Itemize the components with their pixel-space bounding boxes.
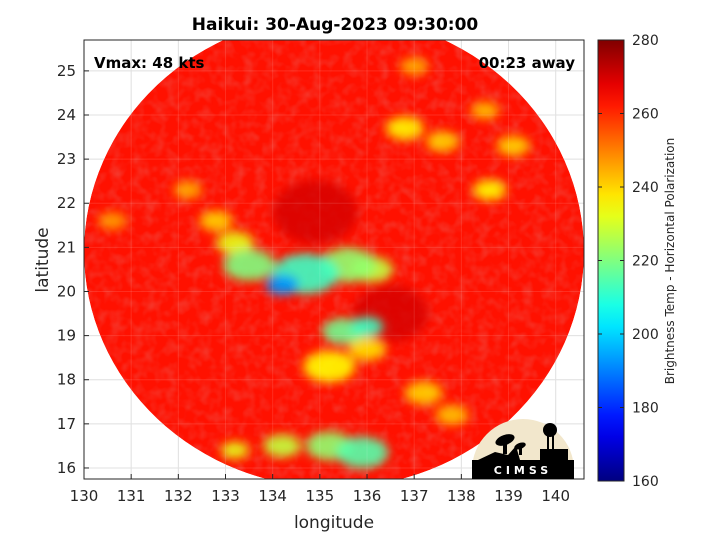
convection-blob <box>350 316 384 337</box>
convection-blob <box>98 212 127 230</box>
convection-blob <box>473 179 507 201</box>
convection-blob <box>173 181 202 199</box>
convection-blob <box>425 131 459 152</box>
x-tick-label: 134 <box>258 487 287 505</box>
cimss-logo: CIMSS <box>472 419 574 479</box>
x-tick-label: 137 <box>400 487 429 505</box>
x-tick-label: 133 <box>211 487 240 505</box>
convection-blob <box>199 210 233 231</box>
x-tick-label: 140 <box>541 487 570 505</box>
convection-layer <box>98 57 530 469</box>
colorbar-tick-label: 280 <box>632 33 659 49</box>
x-tick-label: 138 <box>447 487 476 505</box>
x-tick-label: 135 <box>306 487 335 505</box>
time-away-label: 00:23 away <box>479 54 576 72</box>
x-axis-label: longitude <box>294 513 374 533</box>
logo-text: CIMSS <box>494 464 552 477</box>
colorbar-tick-label: 160 <box>632 474 659 490</box>
colorbar-label: Brightness Temp - Horizontal Polarizatio… <box>663 138 677 385</box>
colorbar-scale <box>597 39 625 482</box>
convection-blob <box>348 337 386 361</box>
convection-blob <box>263 434 301 458</box>
y-tick-label: 20 <box>57 282 76 300</box>
x-tick-label: 130 <box>70 487 99 505</box>
water-tower-icon <box>543 423 557 437</box>
y-tick-label: 25 <box>57 62 76 80</box>
convection-blob <box>336 436 389 469</box>
convection-blob <box>404 381 443 405</box>
swath-image <box>84 40 584 479</box>
y-tick-label: 22 <box>57 194 76 212</box>
convection-blob <box>470 101 500 120</box>
chart-title: Haikui: 30-Aug-2023 09:30:00 <box>192 15 479 35</box>
y-tick-label: 23 <box>57 150 76 168</box>
convection-blob <box>496 135 530 156</box>
colorbar-tick-label: 260 <box>632 107 659 123</box>
colorbar-tick-label: 220 <box>632 254 659 270</box>
convection-blob <box>223 249 276 281</box>
convection-blob <box>265 274 299 295</box>
colorbar-tick-label: 240 <box>632 180 659 196</box>
cold-core-blob <box>272 180 358 244</box>
vmax-label: Vmax: 48 kts <box>94 54 204 72</box>
y-ticks: 16 17 18 19 20 21 22 23 24 25 <box>57 62 89 477</box>
y-tick-label: 21 <box>57 238 76 256</box>
x-ticks: 130 131 132 133 134 135 136 137 138 139 140 <box>70 474 570 505</box>
y-tick-label: 16 <box>57 459 76 477</box>
y-tick-label: 19 <box>57 327 76 345</box>
convection-blob <box>435 404 469 426</box>
colorbar: 160 180 200 220 240 260 280 Brightness Temp - … <box>597 33 677 490</box>
colorbar-ticks: 160 180 200 220 240 260 280 <box>598 33 659 490</box>
plot-area: 130 131 132 133 134 135 136 137 138 139 140 16 17 18… <box>57 39 585 505</box>
convection-blob <box>385 116 424 140</box>
y-tick-label: 17 <box>57 415 76 433</box>
convection-blob <box>303 350 356 383</box>
x-tick-label: 132 <box>164 487 193 505</box>
x-tick-label: 131 <box>117 487 146 505</box>
colorbar-tick-label: 180 <box>632 401 659 417</box>
x-tick-label: 136 <box>353 487 382 505</box>
colorbar-tick-label: 200 <box>632 327 659 343</box>
y-axis-label: latitude <box>33 227 53 292</box>
convection-blob <box>216 231 254 255</box>
convection-blob <box>220 441 250 459</box>
x-tick-label: 139 <box>494 487 523 505</box>
plot-frame <box>83 39 585 480</box>
convection-blob <box>400 57 429 76</box>
y-tick-label: 24 <box>57 106 76 124</box>
y-tick-label: 18 <box>57 371 76 389</box>
